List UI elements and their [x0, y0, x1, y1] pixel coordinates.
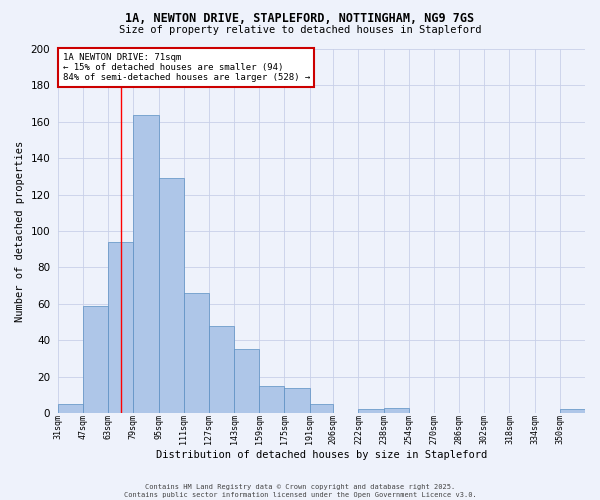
Bar [284, 388, 310, 413]
Bar [58, 404, 83, 413]
Y-axis label: Number of detached properties: Number of detached properties [15, 140, 25, 322]
Text: 1A NEWTON DRIVE: 71sqm
← 15% of detached houses are smaller (94)
84% of semi-det: 1A NEWTON DRIVE: 71sqm ← 15% of detached… [62, 52, 310, 82]
Bar [259, 386, 284, 413]
X-axis label: Distribution of detached houses by size in Stapleford: Distribution of detached houses by size … [156, 450, 487, 460]
Text: Size of property relative to detached houses in Stapleford: Size of property relative to detached ho… [119, 25, 481, 35]
Bar [310, 404, 333, 413]
Bar [209, 326, 234, 413]
Bar [83, 306, 108, 413]
Bar [133, 114, 158, 413]
Bar [158, 178, 184, 413]
Bar [560, 410, 585, 413]
Bar [108, 242, 133, 413]
Bar [383, 408, 409, 413]
Bar [234, 350, 259, 413]
Bar [184, 293, 209, 413]
Bar [358, 410, 383, 413]
Text: Contains HM Land Registry data © Crown copyright and database right 2025.
Contai: Contains HM Land Registry data © Crown c… [124, 484, 476, 498]
Text: 1A, NEWTON DRIVE, STAPLEFORD, NOTTINGHAM, NG9 7GS: 1A, NEWTON DRIVE, STAPLEFORD, NOTTINGHAM… [125, 12, 475, 26]
